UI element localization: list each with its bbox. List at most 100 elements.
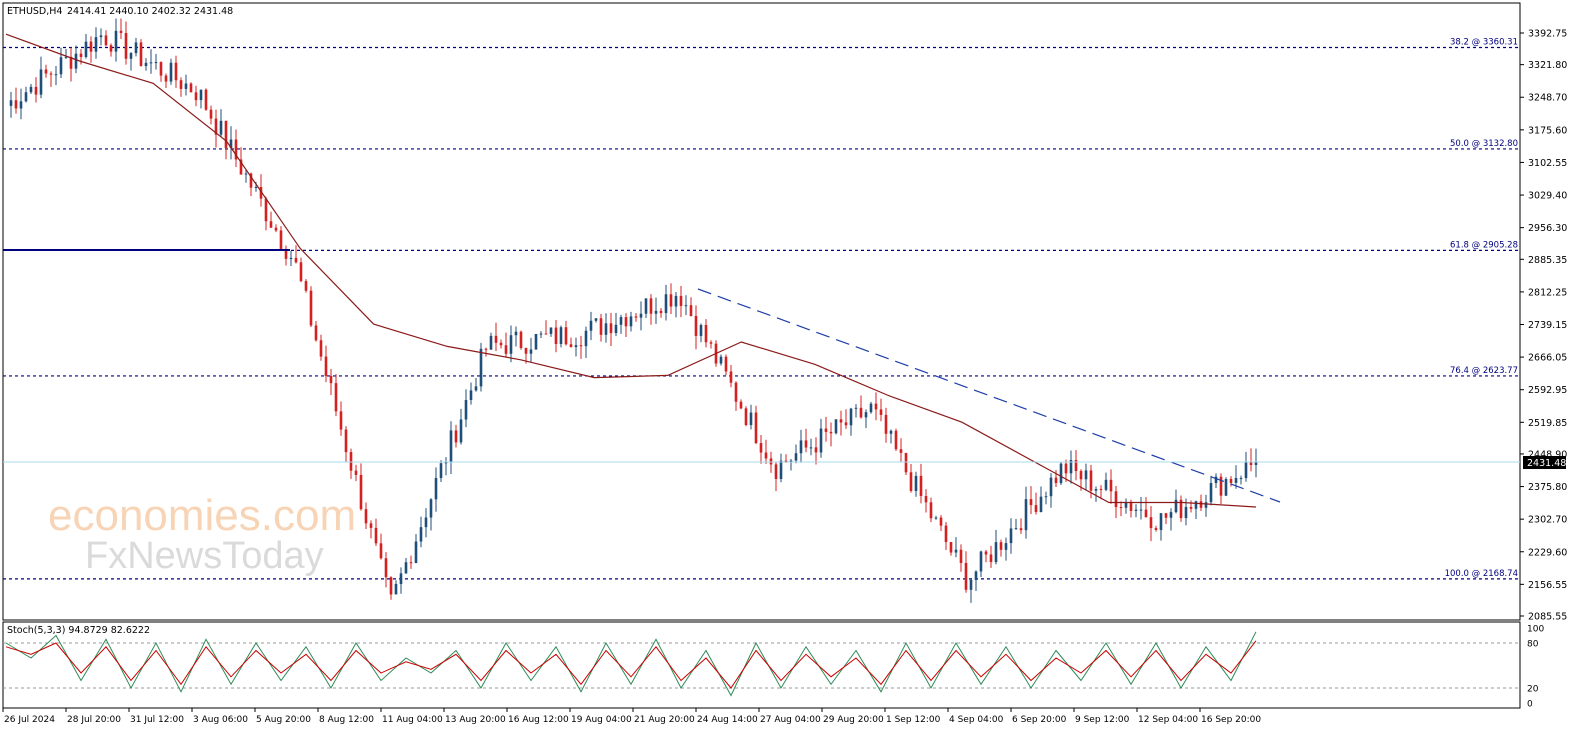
candle-body: [1219, 476, 1223, 496]
candle-body: [344, 429, 348, 453]
stoch-axis: 100 80 20 0: [1527, 625, 1544, 710]
candle-body: [504, 345, 508, 354]
candle-body: [179, 80, 183, 89]
candle-body: [259, 186, 263, 199]
candle-body: [69, 56, 73, 69]
candle-body: [1139, 509, 1143, 511]
candle-body: [1154, 528, 1158, 530]
candle-body: [684, 305, 688, 307]
time-tick-label: 31 Jul 12:00: [130, 715, 184, 725]
candle-body: [164, 75, 168, 82]
candle-body: [1004, 543, 1008, 550]
candle-body: [769, 458, 773, 465]
candle-body: [194, 92, 198, 101]
candle-body: [1114, 491, 1118, 508]
candle-body: [644, 298, 648, 314]
price-tick-label: 3029.40: [1528, 191, 1567, 202]
candle-body: [1144, 509, 1148, 518]
candle-body: [339, 411, 343, 430]
candle-body: [284, 248, 288, 259]
descending-trendline[interactable]: [697, 288, 1281, 503]
candle-body: [574, 345, 578, 348]
candle-body: [74, 53, 78, 69]
candle-body: [849, 408, 853, 426]
candle-body: [1169, 512, 1173, 518]
candle-body: [934, 517, 938, 519]
time-axis[interactable]: 26 Jul 2024 28 Jul 20:00 31 Jul 12:00 3 Aug…: [2, 708, 1261, 725]
candle-body: [599, 318, 603, 335]
watermark-line2: FxNewsToday: [85, 535, 324, 577]
candle-body: [939, 517, 943, 526]
candle-body: [664, 294, 668, 314]
stoch-tick-label: 0: [1527, 700, 1533, 710]
time-tick-label: 19 Aug 04:00: [571, 715, 632, 725]
price-axis[interactable]: 3392.75 3321.80 3248.70 3175.60 3102.55 3029.…: [1520, 29, 1567, 623]
time-tick-label: 13 Aug 20:00: [445, 715, 506, 725]
candle-body: [189, 83, 193, 93]
candle-body: [999, 542, 1003, 550]
candle-body: [929, 502, 933, 519]
candle-body: [704, 325, 708, 343]
candle-body: [394, 583, 398, 595]
candle-body: [384, 558, 388, 578]
candle-body: [1254, 461, 1258, 465]
stoch-tick-label: 100: [1527, 625, 1544, 635]
candle-body: [609, 323, 613, 334]
candle-body: [699, 325, 703, 336]
fib-level-label: 100.0 @ 2168.74: [1445, 569, 1518, 579]
candle-body: [1119, 507, 1123, 509]
candle-body: [1104, 479, 1108, 490]
stoch-label: Stoch(5,3,3) 94.8729 82.6222: [7, 625, 150, 636]
candle-body: [589, 320, 593, 331]
fib-level-label: 38.2 @ 3360.31: [1450, 37, 1518, 47]
candle-body: [484, 348, 488, 350]
price-tick-label: 2666.05: [1528, 353, 1567, 364]
candle-body: [969, 579, 973, 590]
candle-body: [459, 419, 463, 443]
candle-body: [14, 100, 18, 109]
candle-body: [944, 525, 948, 543]
candle-body: [994, 542, 998, 563]
candle-body: [419, 527, 423, 542]
candle-body: [279, 230, 283, 249]
candle-body: [554, 327, 558, 345]
candle-body: [694, 315, 698, 336]
candle-body: [719, 356, 723, 364]
candle-body: [334, 383, 338, 412]
candle-body: [329, 375, 333, 384]
time-tick-label: 5 Aug 20:00: [256, 715, 311, 725]
candle-body: [214, 118, 218, 135]
price-tick-label: 2812.25: [1528, 287, 1567, 298]
candle-body: [369, 523, 373, 528]
candle-body: [779, 460, 783, 479]
time-tick-label: 21 Aug 20:00: [634, 715, 695, 725]
candle-body: [654, 310, 658, 314]
candle-body: [1099, 488, 1103, 490]
candle-body: [404, 562, 408, 574]
candle-body: [1074, 459, 1078, 472]
candle-body: [114, 30, 118, 52]
main-chart-frame: [2, 2, 1521, 621]
candle-body: [414, 541, 418, 563]
time-tick-label: 29 Aug 20:00: [823, 715, 884, 725]
candle-body: [379, 543, 383, 559]
candle-body: [959, 549, 963, 563]
candle-body: [859, 407, 863, 418]
candle-body: [534, 334, 538, 350]
price-tick-label: 2739.15: [1528, 320, 1567, 331]
candle-body: [829, 431, 833, 434]
candle-body: [304, 281, 308, 291]
candle-body: [1199, 501, 1203, 508]
candle-body: [439, 463, 443, 479]
candle-body: [24, 92, 28, 102]
candle-body: [729, 371, 733, 383]
price-tick-label: 3102.55: [1528, 158, 1567, 169]
candle-body: [109, 45, 113, 52]
candle-body: [59, 57, 63, 75]
candle-body: [224, 120, 228, 149]
candle-body: [659, 310, 663, 314]
candle-body: [409, 562, 413, 564]
stoch-tick-label: 80: [1527, 640, 1539, 650]
